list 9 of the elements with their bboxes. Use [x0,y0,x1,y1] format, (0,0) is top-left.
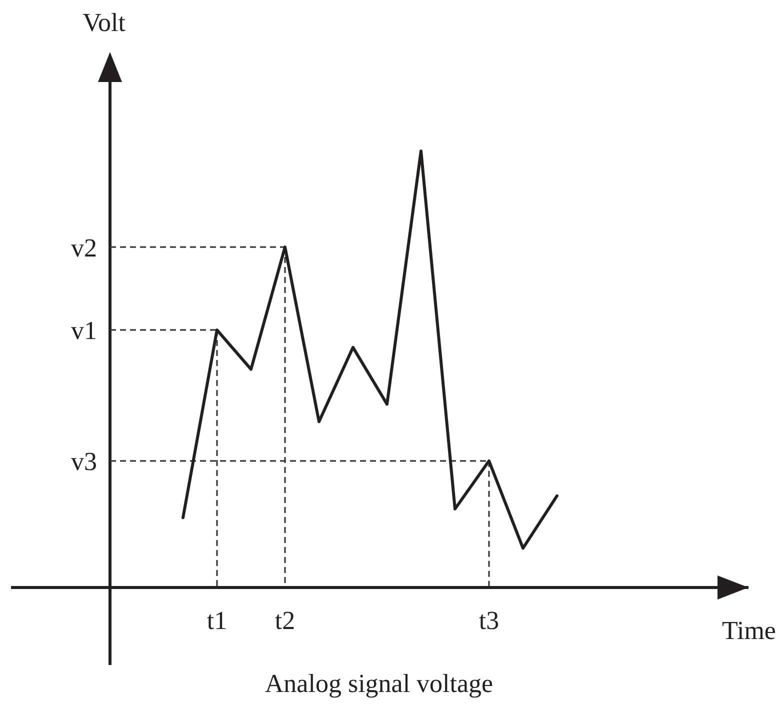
x-tick-label: t3 [478,606,500,635]
text: Time [722,616,776,645]
y-axis-title: Volt [82,8,126,37]
text: Analog signal voltage [264,669,494,698]
x-tick-label: t2 [274,606,296,635]
x-tick-label: t1 [206,606,228,635]
ref-line-label: v3 [71,447,97,476]
ref-line-label: v2 [71,233,97,262]
ref-line-label: v1 [71,316,97,346]
